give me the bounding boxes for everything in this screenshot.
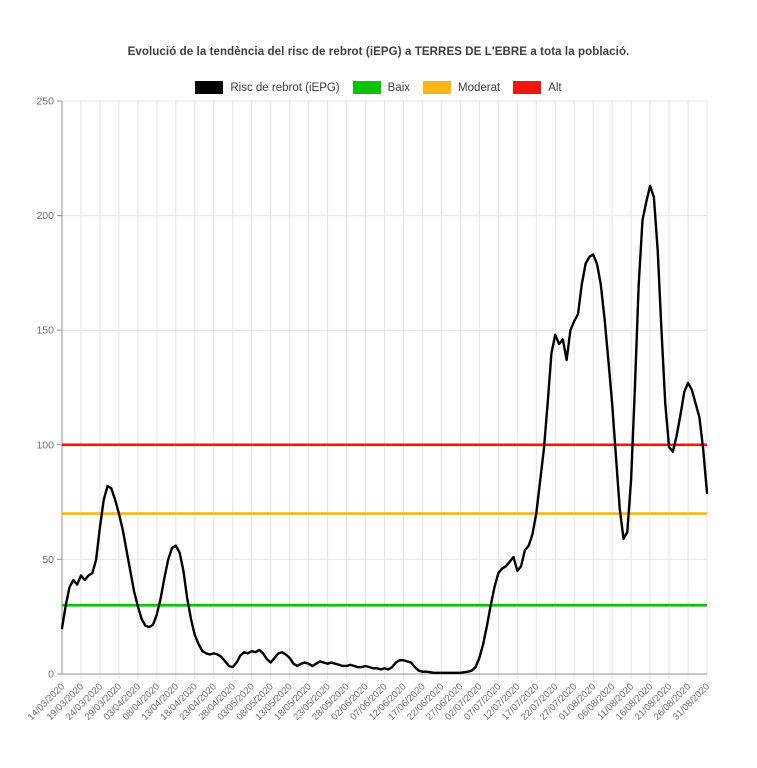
legend-item-moderat: Moderat [423, 81, 500, 94]
x-axis-labels: 14/03/202019/03/202024/03/202029/03/2020… [26, 681, 712, 722]
legend-label-baix: Baix [387, 81, 411, 94]
legend-swatch-risc-de-rebrot [195, 81, 224, 94]
legend-swatch-alt [513, 81, 542, 94]
y-axis-label: 250 [36, 96, 54, 108]
legend-item-alt: Alt [513, 81, 562, 94]
y-axis-label: 150 [36, 325, 54, 337]
y-axis-label: 100 [36, 439, 54, 451]
legend-swatch-moderat [423, 81, 452, 94]
y-axis-labels: 0 50 100 150 200 250 [36, 96, 54, 681]
chart-title: Evolució de la tendència del risc de reb… [127, 46, 630, 58]
legend-swatch-baix [352, 81, 381, 94]
legend-label-alt: Alt [548, 81, 562, 94]
y-axis-label: 200 [36, 210, 54, 222]
y-axis-label: 0 [48, 669, 54, 681]
legend-label-moderat: Moderat [458, 81, 501, 94]
legend-item-baix: Baix [352, 81, 411, 94]
y-axis-label: 50 [42, 554, 54, 566]
legend-item-risc-de-rebrot: Risc de rebrot (iEPG) [195, 81, 340, 94]
risk-line-path [60, 184, 709, 675]
legend-label-risc-de-rebrot: Risc de rebrot (iEPG) [230, 81, 340, 94]
risk-series [60, 184, 709, 675]
chart-legend: Risc de rebrot (iEPG) Baix Moderat Alt [0, 81, 757, 94]
threshold-lines [62, 443, 707, 607]
grid-lines [61, 100, 708, 674]
axes [57, 100, 708, 679]
